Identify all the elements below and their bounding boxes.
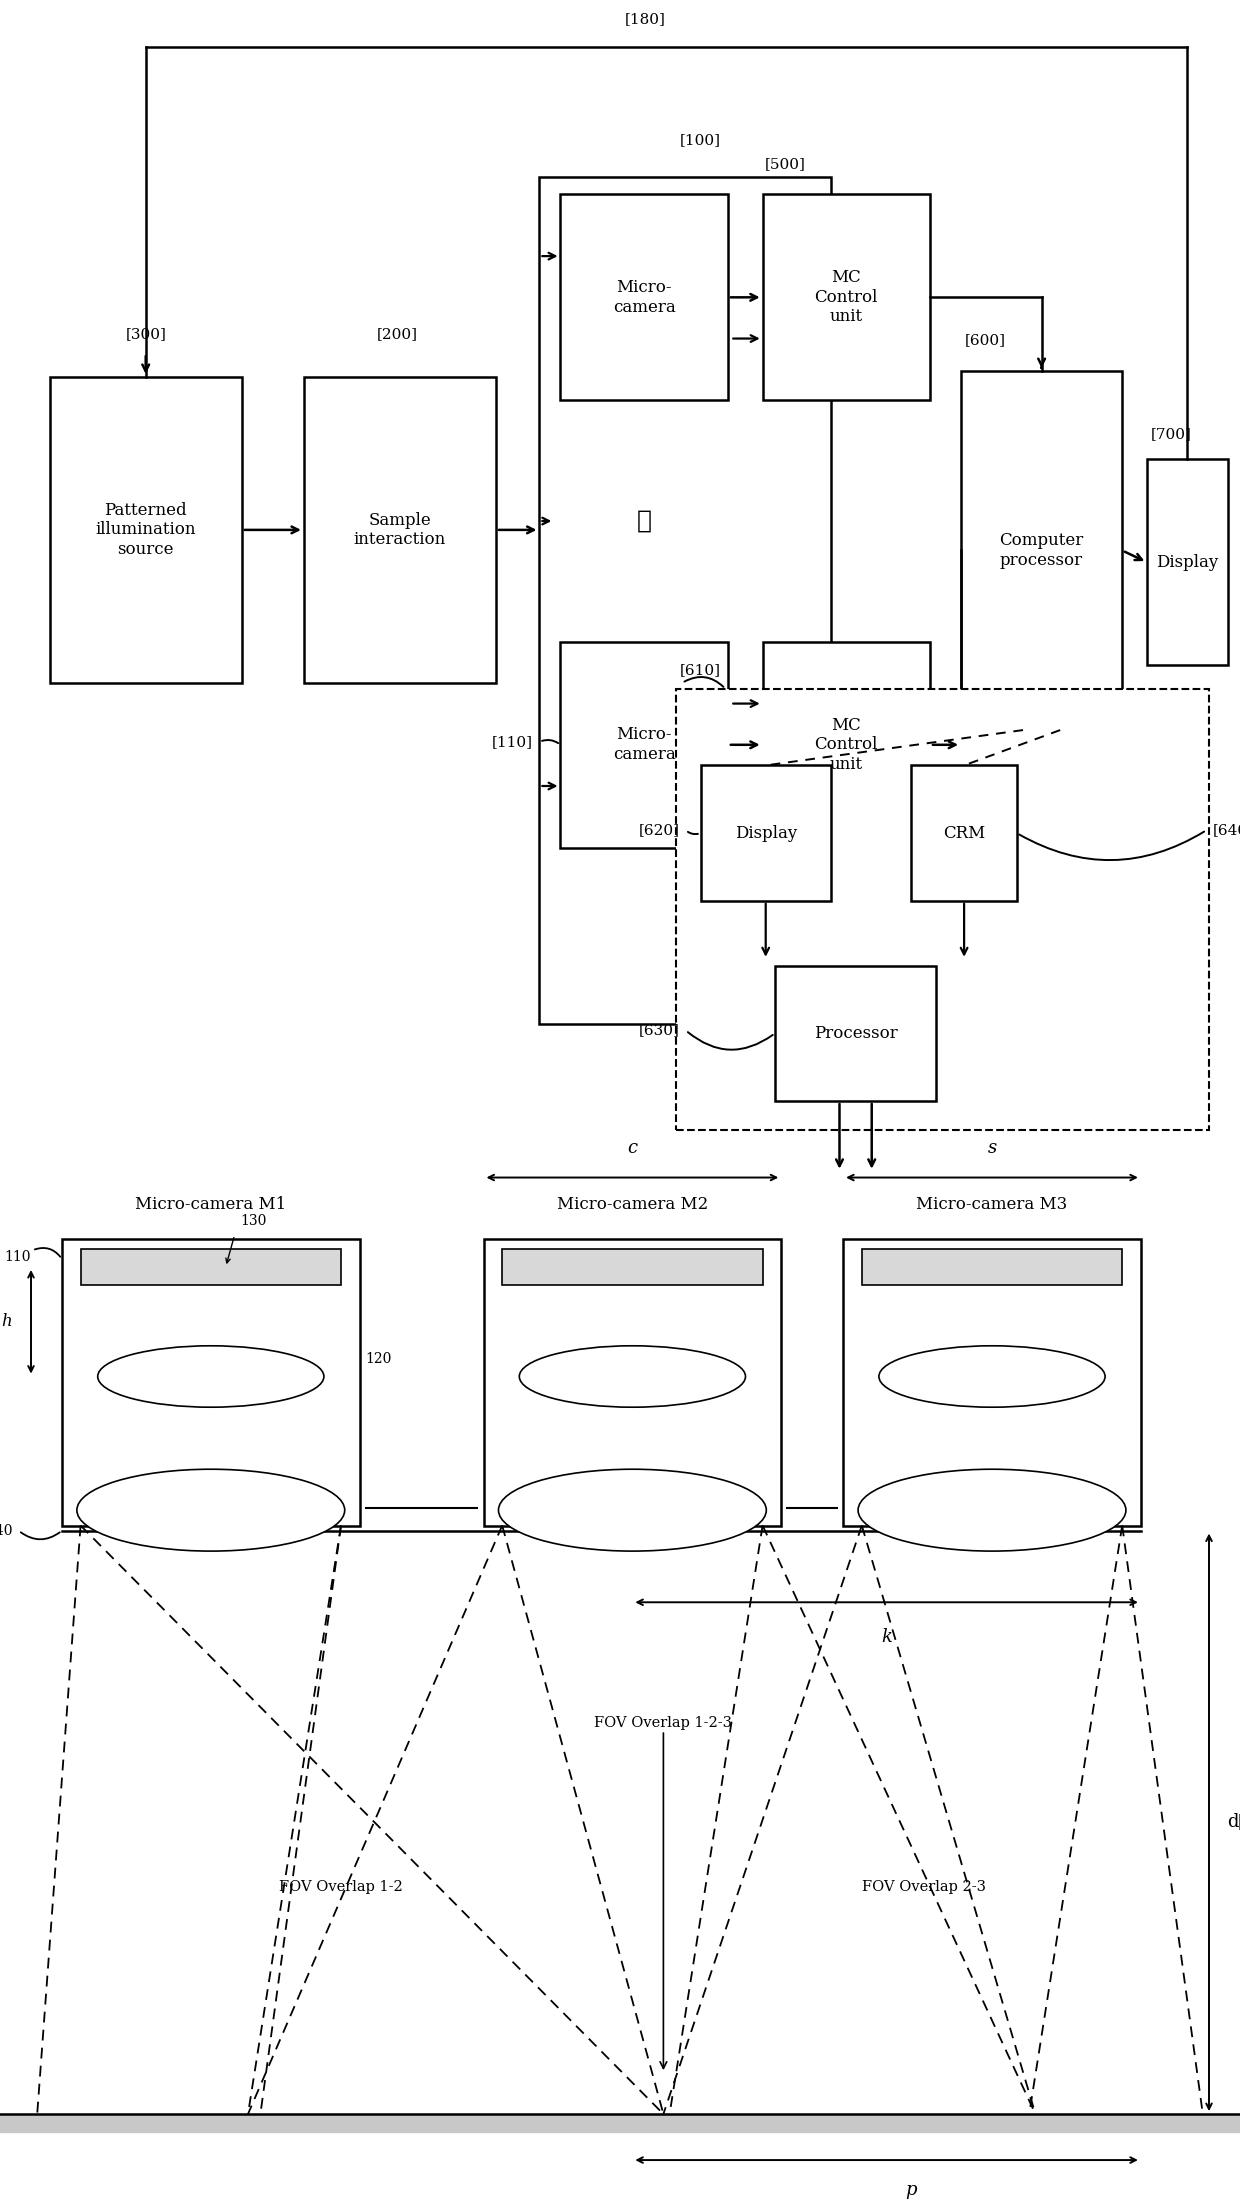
Text: Processor: Processor [813, 1026, 898, 1041]
Text: [300]: [300] [126, 328, 166, 341]
Text: [620]: [620] [639, 823, 680, 836]
Text: Patterned
illumination
source: Patterned illumination source [95, 502, 196, 559]
Text: FOV Overlap 1-2: FOV Overlap 1-2 [279, 1880, 403, 1893]
Text: CRM: CRM [942, 825, 986, 841]
Text: Sample
interaction: Sample interaction [353, 511, 446, 548]
Ellipse shape [77, 1470, 345, 1552]
Text: [500]: [500] [765, 156, 806, 172]
Ellipse shape [498, 1470, 766, 1552]
Bar [911, 766, 1017, 900]
Text: [700]: [700] [1151, 427, 1192, 442]
Text: MC
Control
unit: MC Control unit [815, 269, 878, 326]
Text: h: h [1, 1314, 12, 1329]
Text: [100]: [100] [680, 134, 720, 147]
Bar [843, 1239, 1141, 1525]
Bar [676, 689, 1209, 1131]
Bar [304, 376, 496, 682]
Text: [180]: [180] [625, 11, 665, 26]
Text: 130: 130 [241, 1215, 267, 1228]
Bar [62, 1239, 360, 1525]
Text: p: p [905, 2181, 918, 2199]
Bar [1147, 460, 1228, 665]
Bar [862, 1250, 1122, 1285]
Text: FOV Overlap 1-2-3: FOV Overlap 1-2-3 [594, 1717, 733, 1730]
Text: Display: Display [1156, 555, 1219, 570]
Text: 140: 140 [0, 1523, 12, 1538]
Text: Micro-
camera: Micro- camera [613, 726, 676, 764]
Text: Micro-camera M2: Micro-camera M2 [557, 1197, 708, 1213]
Ellipse shape [520, 1345, 745, 1406]
Text: dℓ: dℓ [1228, 1814, 1240, 1831]
Text: ⋮: ⋮ [636, 511, 652, 533]
Bar [81, 1250, 341, 1285]
Text: Computer
processor: Computer processor [999, 533, 1084, 568]
Ellipse shape [98, 1345, 324, 1406]
Text: FOV Overlap 2-3: FOV Overlap 2-3 [862, 1880, 986, 1893]
Bar [775, 966, 936, 1100]
Text: FIG. 3: FIG. 3 [585, 1248, 655, 1270]
Bar [502, 1250, 763, 1285]
Bar [961, 372, 1122, 731]
Text: 120: 120 [366, 1351, 392, 1367]
Bar [763, 194, 930, 401]
Text: 110: 110 [5, 1250, 31, 1263]
Bar [50, 376, 242, 682]
Text: [610]: [610] [680, 663, 720, 678]
Text: Micro-camera M3: Micro-camera M3 [916, 1197, 1068, 1213]
Ellipse shape [879, 1345, 1105, 1406]
Text: c: c [627, 1140, 637, 1158]
Text: k: k [882, 1629, 892, 1646]
Bar [539, 176, 831, 1023]
Bar [560, 643, 728, 847]
Bar [701, 766, 831, 900]
Text: Display: Display [734, 825, 797, 841]
Text: [110]: [110] [492, 735, 533, 748]
Text: Micro-camera M1: Micro-camera M1 [135, 1197, 286, 1213]
Ellipse shape [858, 1470, 1126, 1552]
Text: s: s [987, 1140, 997, 1158]
Bar [484, 1239, 781, 1525]
Text: Micro-
camera: Micro- camera [613, 280, 676, 315]
Text: [600]: [600] [965, 332, 1006, 348]
Bar [560, 194, 728, 401]
Text: [200]: [200] [376, 328, 418, 341]
Bar [763, 643, 930, 847]
Text: MC
Control
unit: MC Control unit [815, 718, 878, 773]
Text: [630]: [630] [639, 1023, 680, 1037]
Text: [640]: [640] [1213, 823, 1240, 836]
